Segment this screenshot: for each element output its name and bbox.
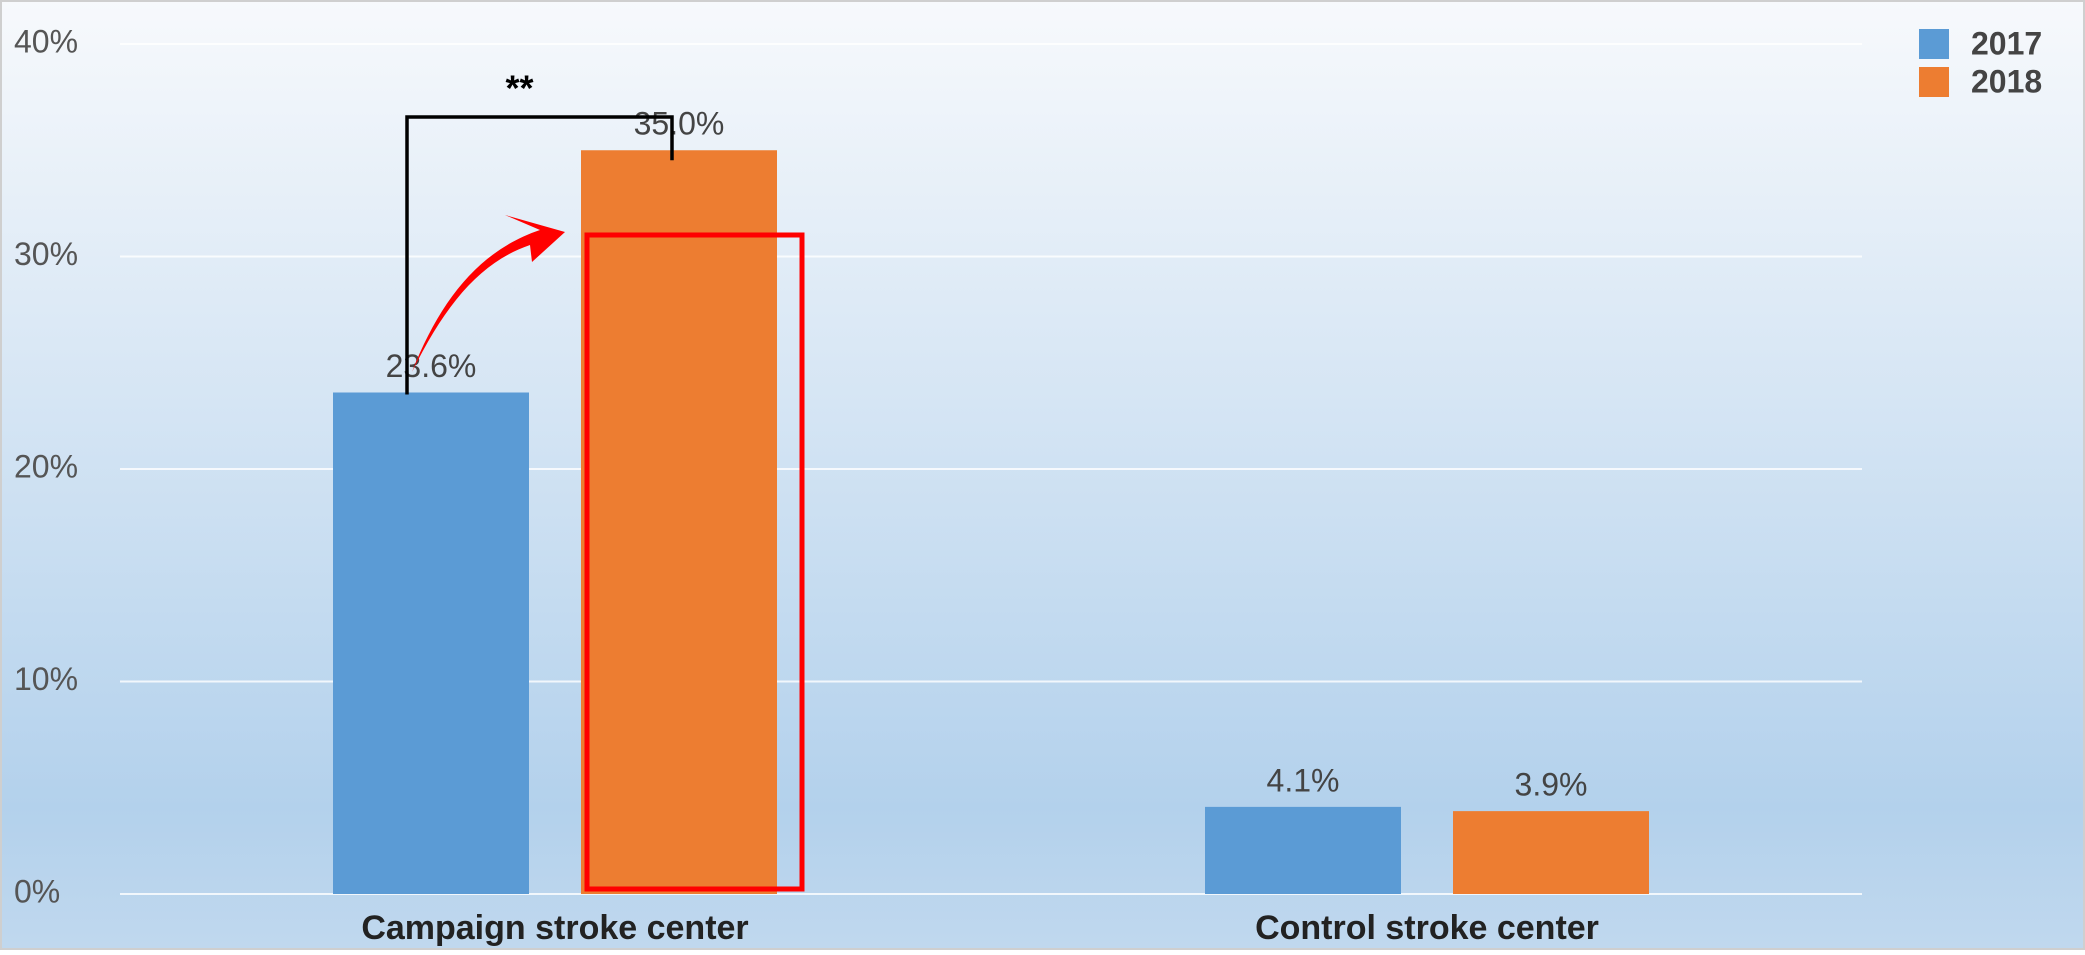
value-label: 3.9% — [1515, 767, 1588, 803]
legend-swatch — [1919, 67, 1949, 97]
x-tick-label: Control stroke center — [1255, 909, 1599, 947]
legend-label: 2017 — [1971, 25, 2042, 61]
y-tick-label: 40% — [14, 23, 78, 59]
bar — [333, 392, 529, 894]
significance-bracket — [405, 115, 674, 395]
significance-label: ** — [505, 68, 533, 109]
bar — [581, 150, 777, 894]
y-tick-label: 20% — [14, 448, 78, 484]
legend-swatch — [1919, 29, 1949, 59]
value-label: 4.1% — [1267, 762, 1340, 798]
highlight-box — [584, 232, 805, 892]
y-tick-label: 10% — [14, 661, 78, 697]
bar — [1205, 806, 1401, 894]
y-tick-label: 30% — [14, 236, 78, 272]
value-label: 23.6% — [386, 348, 477, 384]
highlight-arrow — [412, 215, 565, 372]
bar — [1453, 811, 1649, 894]
legend-label: 2018 — [1971, 63, 2042, 99]
y-tick-label: 0% — [14, 873, 60, 909]
x-tick-label: Campaign stroke center — [361, 909, 748, 947]
value-label: 35.0% — [634, 106, 725, 142]
